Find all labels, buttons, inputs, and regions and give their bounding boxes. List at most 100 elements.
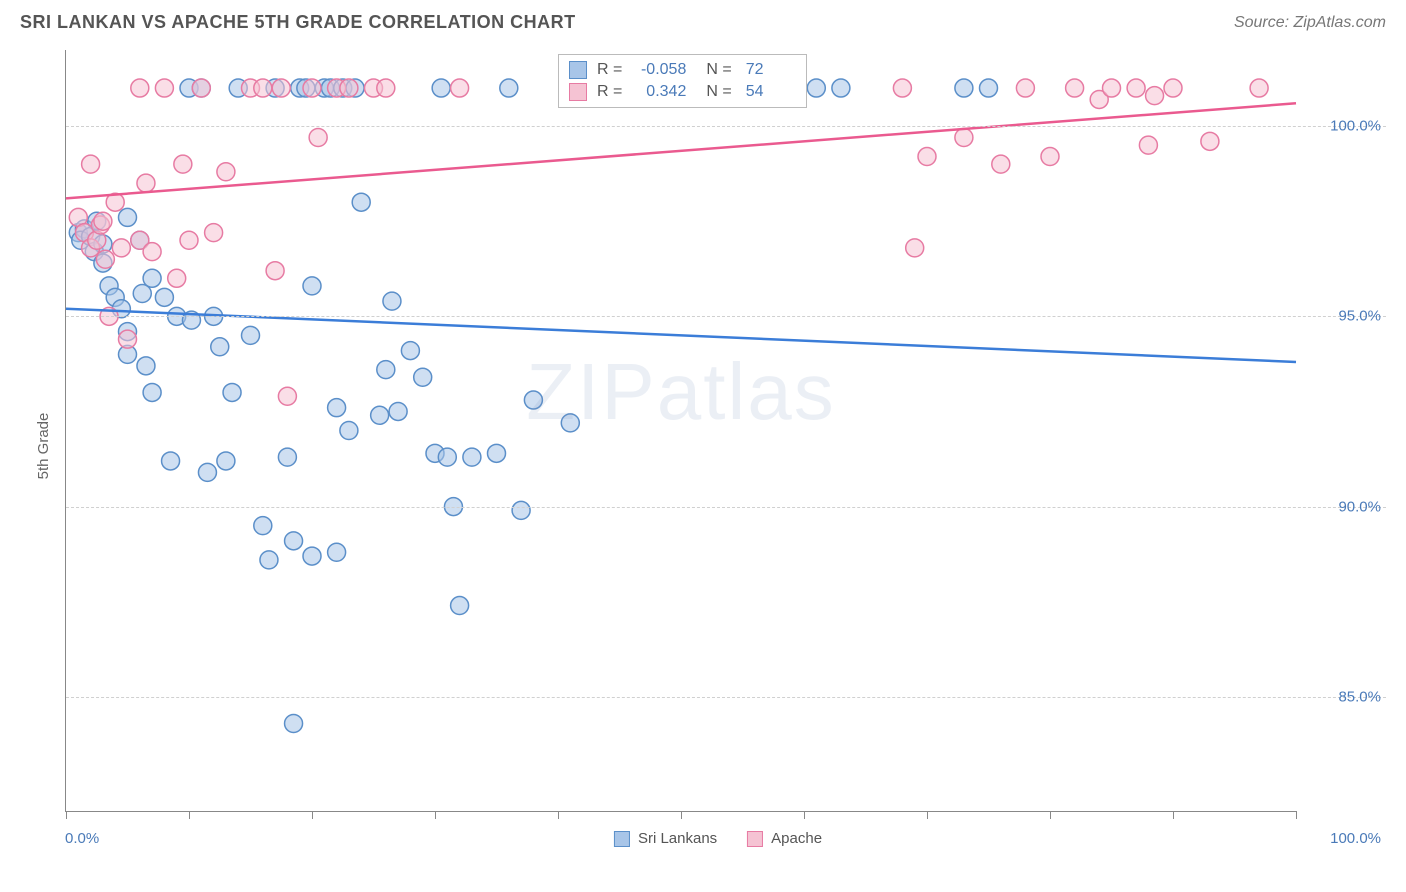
- stats-row-2: R = 0.342 N = 54: [569, 81, 796, 103]
- data-point: [112, 239, 130, 257]
- data-point: [955, 129, 973, 147]
- legend-swatch-2: [747, 831, 763, 847]
- data-point: [414, 368, 432, 386]
- data-point: [217, 452, 235, 470]
- legend-item-1: Sri Lankans: [614, 830, 717, 847]
- data-point: [1139, 136, 1157, 154]
- data-point: [309, 129, 327, 147]
- data-point: [328, 399, 346, 417]
- data-point: [143, 269, 161, 287]
- data-point: [260, 551, 278, 569]
- n-label-2: N =: [706, 83, 731, 101]
- data-point: [389, 402, 407, 420]
- data-point: [303, 547, 321, 565]
- data-point: [131, 79, 149, 97]
- n-value-2: 54: [746, 83, 796, 101]
- data-point: [807, 79, 825, 97]
- data-point: [198, 463, 216, 481]
- stats-row-1: R = -0.058 N = 72: [569, 59, 796, 81]
- data-point: [1041, 148, 1059, 166]
- data-point: [143, 383, 161, 401]
- r-value-2: 0.342: [636, 83, 686, 101]
- data-point: [340, 422, 358, 440]
- y-tick-label: 95.0%: [1338, 308, 1381, 325]
- r-value-1: -0.058: [636, 61, 686, 79]
- legend-swatch-1: [614, 831, 630, 847]
- data-point: [285, 714, 303, 732]
- data-point: [328, 543, 346, 561]
- legend-label-2: Apache: [771, 830, 822, 847]
- legend-label-1: Sri Lankans: [638, 830, 717, 847]
- data-point: [254, 79, 272, 97]
- data-point: [451, 79, 469, 97]
- x-tick-max: 100.0%: [1330, 830, 1381, 847]
- data-point: [352, 193, 370, 211]
- data-point: [383, 292, 401, 310]
- data-point: [893, 79, 911, 97]
- y-tick-label: 100.0%: [1330, 118, 1381, 135]
- data-point: [524, 391, 542, 409]
- data-point: [205, 224, 223, 242]
- data-point: [242, 326, 260, 344]
- data-point: [119, 208, 137, 226]
- data-point: [168, 269, 186, 287]
- plot-area: ZIPatlas R = -0.058 N = 72 R = 0.342 N =…: [65, 50, 1296, 812]
- data-point: [1016, 79, 1034, 97]
- y-tick-label: 85.0%: [1338, 688, 1381, 705]
- n-label: N =: [706, 61, 731, 79]
- data-point: [174, 155, 192, 173]
- data-point: [1164, 79, 1182, 97]
- data-point: [463, 448, 481, 466]
- data-point: [303, 79, 321, 97]
- r-label: R =: [597, 61, 622, 79]
- data-point: [980, 79, 998, 97]
- data-point: [500, 79, 518, 97]
- data-point: [1127, 79, 1145, 97]
- data-point: [223, 383, 241, 401]
- data-point: [401, 342, 419, 360]
- data-point: [992, 155, 1010, 173]
- data-point: [155, 288, 173, 306]
- data-point: [1201, 132, 1219, 150]
- legend-item-2: Apache: [747, 830, 822, 847]
- data-point: [94, 212, 112, 230]
- legend: Sri Lankans Apache: [614, 830, 822, 847]
- data-point: [278, 448, 296, 466]
- data-point: [211, 338, 229, 356]
- stats-swatch-1: [569, 61, 587, 79]
- data-point: [82, 155, 100, 173]
- data-point: [906, 239, 924, 257]
- stats-box: R = -0.058 N = 72 R = 0.342 N = 54: [558, 54, 807, 108]
- data-point: [371, 406, 389, 424]
- chart-header: SRI LANKAN VS APACHE 5TH GRADE CORRELATI…: [0, 0, 1406, 41]
- data-point: [1146, 87, 1164, 105]
- data-point: [162, 452, 180, 470]
- data-point: [918, 148, 936, 166]
- data-point: [266, 262, 284, 280]
- data-point: [143, 243, 161, 261]
- data-point: [272, 79, 290, 97]
- data-point: [1250, 79, 1268, 97]
- data-point: [377, 361, 395, 379]
- data-point: [155, 79, 173, 97]
- r-label-2: R =: [597, 83, 622, 101]
- data-point: [278, 387, 296, 405]
- data-point: [217, 163, 235, 181]
- data-point: [180, 231, 198, 249]
- source-label: Source: ZipAtlas.com: [1234, 14, 1386, 32]
- data-point: [438, 448, 456, 466]
- data-point: [955, 79, 973, 97]
- data-point: [451, 597, 469, 615]
- data-point: [832, 79, 850, 97]
- y-tick-label: 90.0%: [1338, 498, 1381, 515]
- data-point: [285, 532, 303, 550]
- data-point: [377, 79, 395, 97]
- data-point: [137, 357, 155, 375]
- data-point: [1103, 79, 1121, 97]
- data-point: [561, 414, 579, 432]
- data-point: [192, 79, 210, 97]
- data-point: [432, 79, 450, 97]
- x-tick-min: 0.0%: [65, 830, 99, 847]
- data-point: [303, 277, 321, 295]
- data-point: [254, 517, 272, 535]
